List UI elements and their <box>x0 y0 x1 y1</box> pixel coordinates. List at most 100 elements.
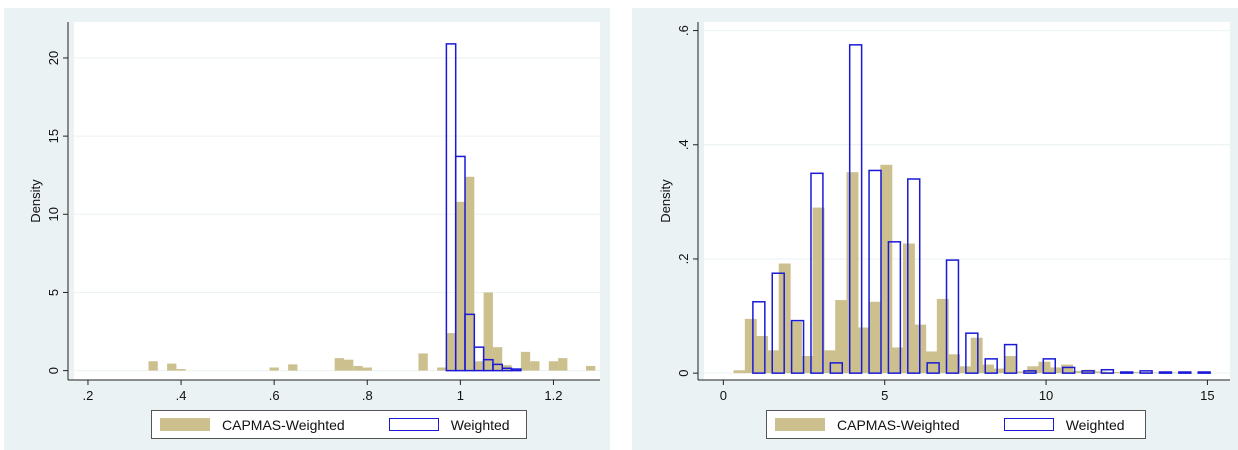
legend-label-weighted: Weighted <box>1065 416 1125 433</box>
capmas-bar <box>353 365 363 371</box>
capmas-bar <box>1151 372 1164 374</box>
weighted-bar <box>926 362 940 374</box>
capmas-bar <box>437 367 447 371</box>
capmas-bar <box>1027 366 1040 374</box>
x-tick-label: 0 <box>720 388 727 403</box>
weighted-bar <box>1139 370 1153 374</box>
weighted-bar <box>510 368 522 372</box>
x-tick-label: .6 <box>269 388 280 403</box>
capmas-bar <box>767 350 780 374</box>
capmas-bar <box>288 364 298 371</box>
y-tick-label: .2 <box>676 254 691 265</box>
capmas-bar <box>982 364 994 374</box>
legend-item-weighted: Weighted <box>388 416 510 433</box>
right-histogram: 0 .2 .4 .6 0 5 10 15 Density <box>658 22 1230 403</box>
weighted-bar <box>771 272 785 374</box>
capmas-bar <box>586 365 596 371</box>
capmas-bar <box>362 367 372 371</box>
x-tick-label: 5 <box>881 388 888 403</box>
weighted-bar <box>868 169 882 374</box>
capmas-bar <box>548 361 559 371</box>
weighted-bar <box>752 301 766 374</box>
capmas-bar <box>167 363 177 371</box>
weighted-bar <box>907 178 921 374</box>
capmas-bar <box>465 176 475 371</box>
capmas-bar <box>334 358 344 371</box>
weighted-bar <box>492 363 503 372</box>
capmas-bar <box>993 368 1006 374</box>
weighted-bar <box>965 332 979 374</box>
capmas-bar <box>343 359 354 371</box>
legend-item-weighted: Weighted <box>1003 416 1125 433</box>
weighted-bar <box>887 241 902 374</box>
capmas-bar <box>1061 364 1074 374</box>
weighted-bar <box>1178 371 1192 374</box>
right-chart-panel: 0 .2 .4 .6 0 5 10 15 Density CAPMAS-Weighted Wei… <box>632 8 1238 450</box>
capmas-bar <box>880 164 893 374</box>
weighted-bar <box>1003 343 1018 374</box>
y-tick-label: 10 <box>46 207 61 221</box>
legend-label-capmas: CAPMAS-Weighted <box>222 416 345 433</box>
plot-area <box>74 22 600 380</box>
capmas-bar <box>891 347 904 374</box>
capmas-bar <box>857 327 870 374</box>
capmas-bar <box>801 356 814 374</box>
left-legend: CAPMAS-Weighted Weighted <box>151 410 527 439</box>
x-tick-label: .4 <box>176 388 187 403</box>
y-tick-label: 15 <box>46 129 61 143</box>
capmas-bar <box>1038 361 1051 374</box>
weighted-swatch <box>388 418 439 431</box>
capmas-bar <box>492 347 503 371</box>
left-histogram: 0 5 10 15 20 .2 .4 .6 .8 1 1.2 Density <box>28 22 600 403</box>
capmas-bar <box>1072 370 1085 374</box>
capmas-swatch <box>775 418 825 431</box>
weighted-bar <box>1197 371 1211 374</box>
capmas-bar <box>846 172 859 374</box>
weighted-bar <box>984 358 998 374</box>
weighted-bar <box>1023 370 1037 374</box>
capmas-bar <box>789 321 802 374</box>
legend-item-capmas: CAPMAS-Weighted <box>775 417 960 433</box>
weighted-bar <box>810 172 824 374</box>
capmas-bar <box>733 370 746 374</box>
weighted-bar <box>945 259 960 374</box>
capmas-bar <box>483 292 493 371</box>
legend-label-weighted: Weighted <box>450 416 510 433</box>
capmas-bar <box>812 207 825 374</box>
capmas-bar <box>446 333 456 371</box>
weighted-bar <box>454 155 466 372</box>
capmas-bar <box>148 361 158 371</box>
capmas-bar <box>558 358 568 371</box>
y-tick-label: .4 <box>676 139 691 150</box>
capmas-bar <box>744 318 757 374</box>
capmas-bar <box>1015 371 1028 374</box>
x-tick-label: 1 <box>457 388 464 403</box>
weighted-bar <box>1158 371 1173 374</box>
capmas-bar <box>418 353 428 371</box>
capmas-bar <box>823 350 836 374</box>
capmas-bar <box>1128 372 1141 374</box>
y-tick-label: 0 <box>46 367 61 374</box>
weighted-bar <box>848 44 863 374</box>
capmas-bar <box>902 243 915 374</box>
capmas-bar <box>756 336 769 374</box>
y-tick-label: 20 <box>46 51 61 65</box>
x-tick-label: 10 <box>1039 388 1053 403</box>
weighted-bar <box>1042 358 1057 374</box>
x-tick-label: 1.2 <box>544 388 562 403</box>
y-axis-title: Density <box>28 179 43 223</box>
x-tick-label: .2 <box>83 388 94 403</box>
weighted-bar <box>790 319 805 374</box>
capmas-bar <box>520 351 531 371</box>
legend-item-capmas: CAPMAS-Weighted <box>160 417 345 433</box>
right-legend: CAPMAS-Weighted Weighted <box>766 410 1146 439</box>
capmas-bar <box>869 301 882 374</box>
weighted-bar <box>1061 366 1076 374</box>
capmas-bar <box>1004 356 1017 374</box>
capmas-bar <box>269 367 279 371</box>
capmas-swatch <box>160 418 210 431</box>
weighted-bar <box>473 346 485 372</box>
y-tick-label: .6 <box>676 25 691 36</box>
left-chart-panel: 0 5 10 15 20 .2 .4 .6 .8 1 1.2 Density CAPMAS-Weigh… <box>4 8 610 450</box>
y-tick-label: 5 <box>46 289 61 296</box>
